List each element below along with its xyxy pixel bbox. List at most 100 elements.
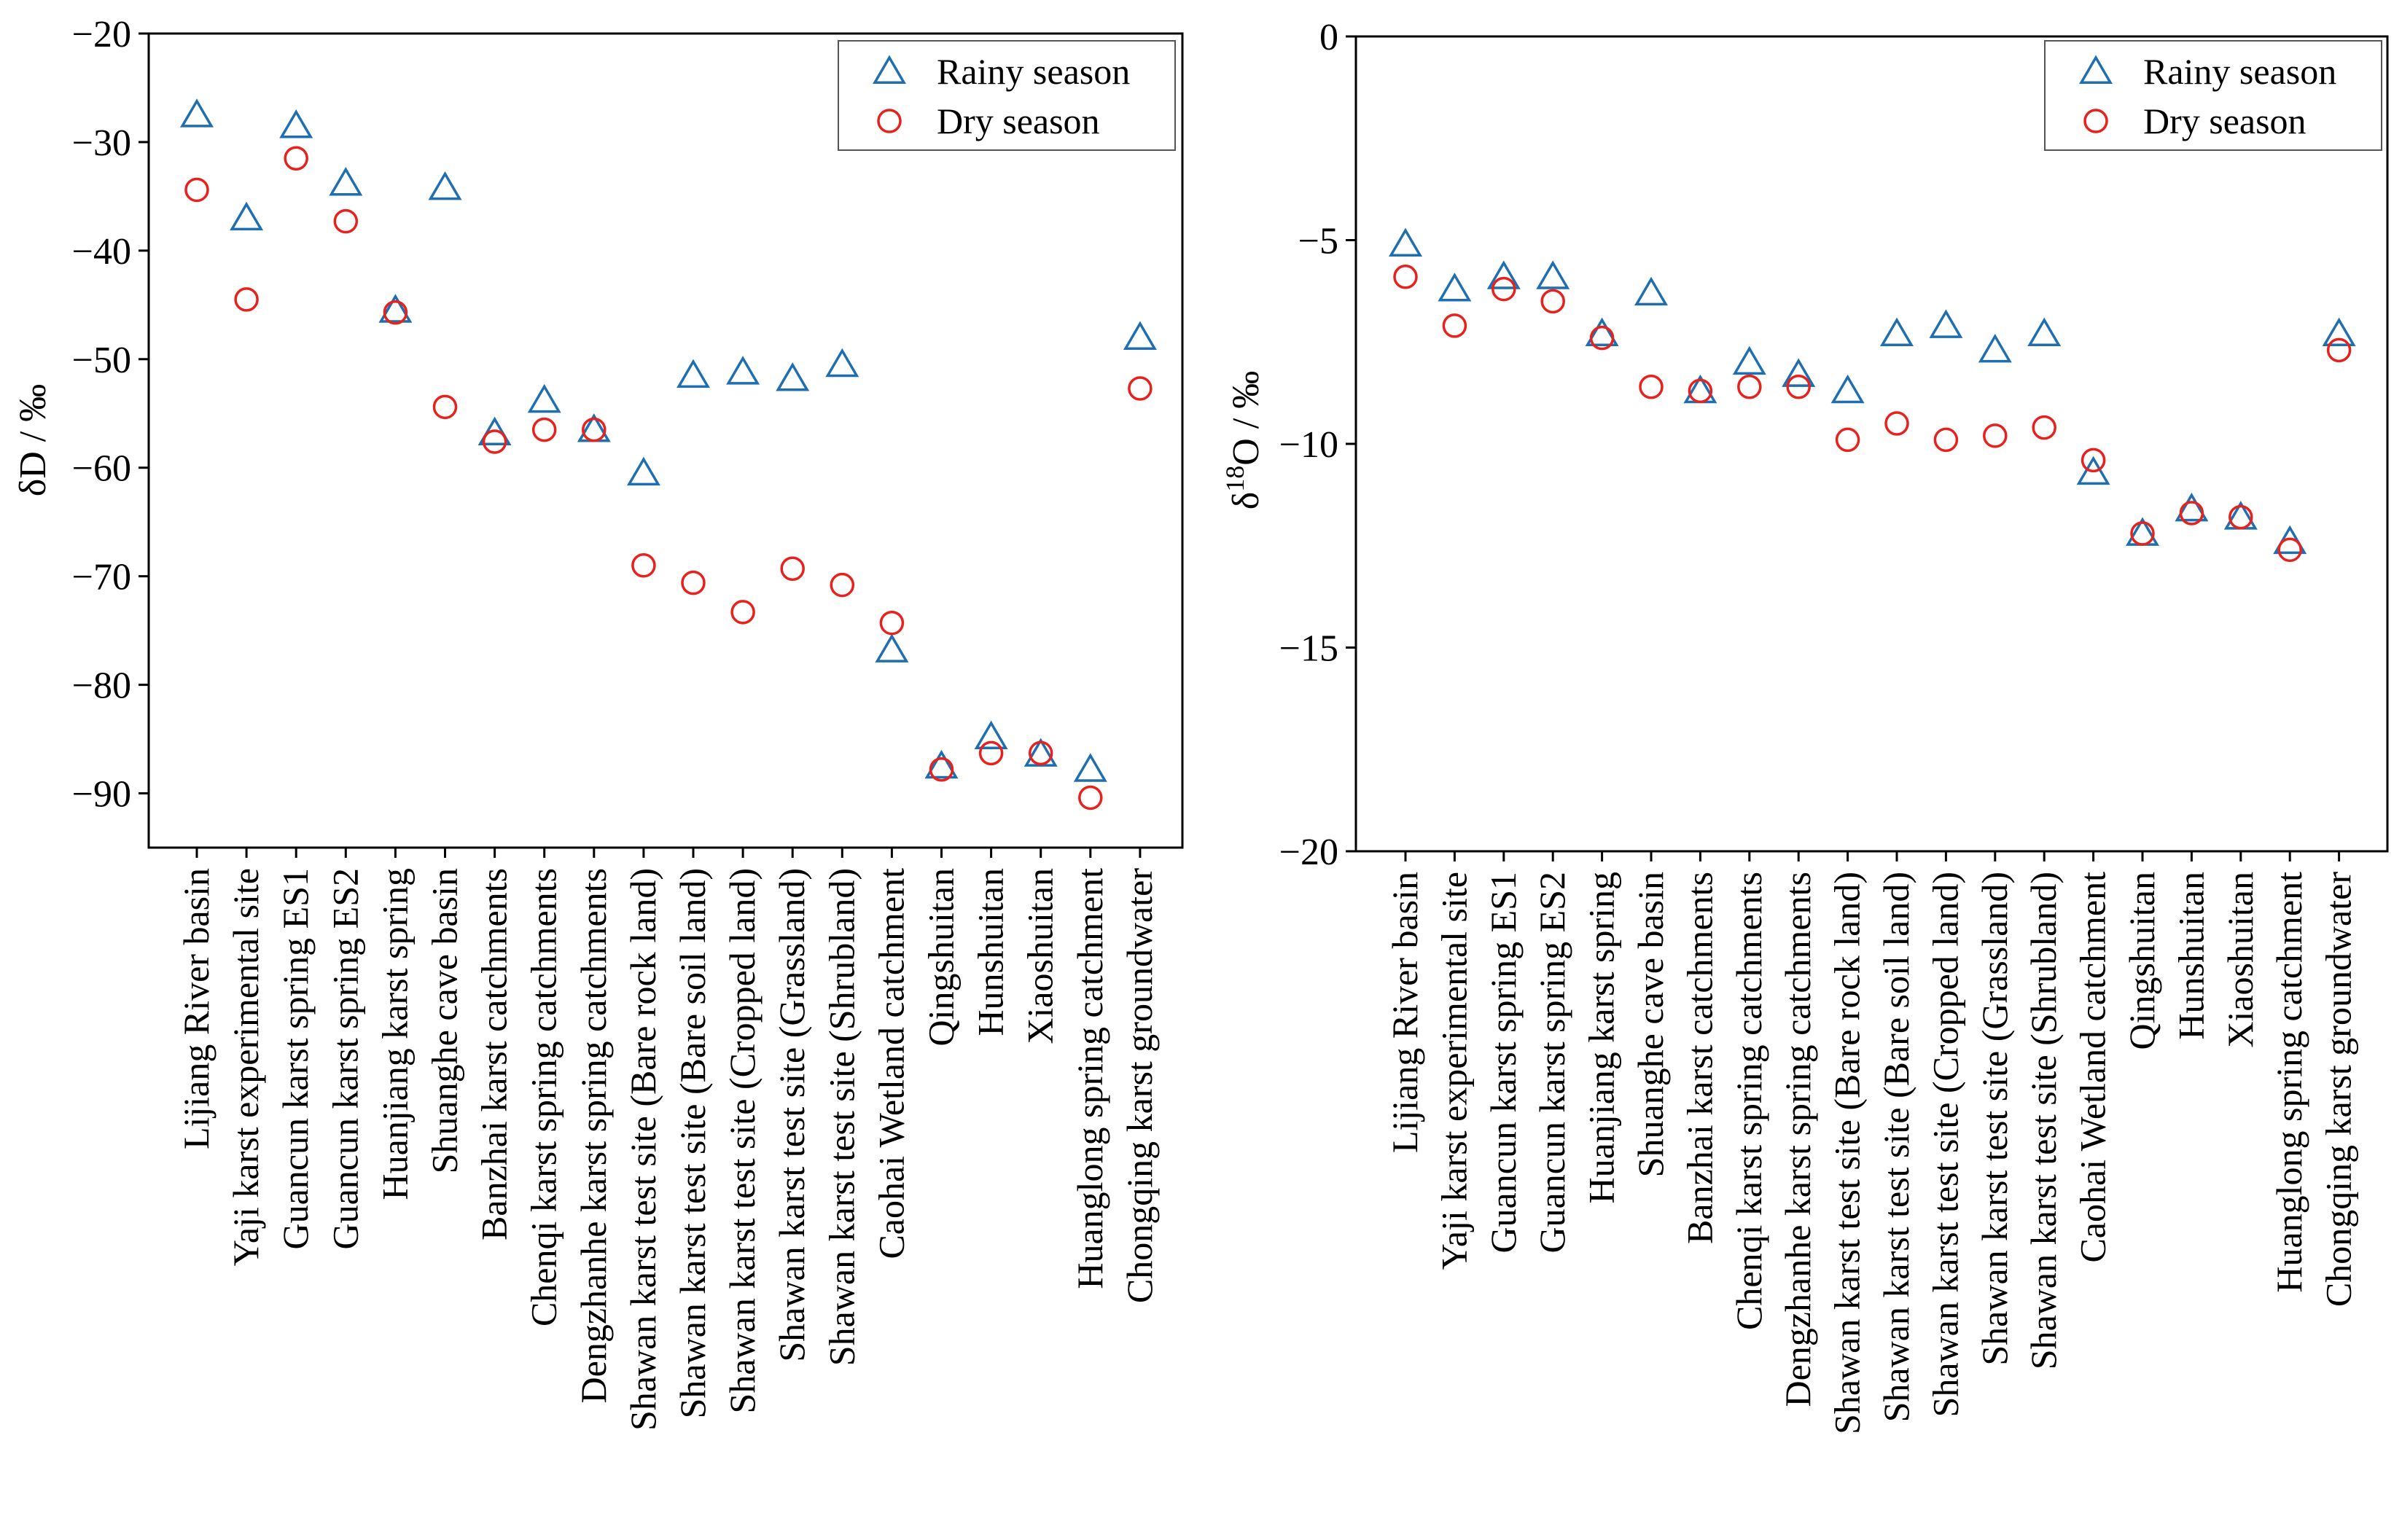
rainy-season-point xyxy=(1634,276,1668,306)
y-tick-label: −20 xyxy=(72,14,131,55)
rainy-season-point xyxy=(1782,358,1816,387)
rainy-season-point xyxy=(1073,753,1107,782)
x-category-label: Caohai Wetland catchment xyxy=(2072,872,2113,1263)
x-category-label: Shawan karst test site (Grassland) xyxy=(1974,872,2015,1366)
plot-frame xyxy=(147,32,1184,849)
legend-triangle-icon xyxy=(873,55,906,84)
rainy-season-point xyxy=(626,456,660,486)
legend-triangle-icon xyxy=(2079,55,2113,84)
y-tick-label: −20 xyxy=(1279,832,1338,873)
x-category-label: Shuanghe cave basin xyxy=(424,868,465,1173)
x-category-label: Guancun karst spring ES1 xyxy=(1483,872,1524,1254)
dry-season-point xyxy=(531,417,557,442)
legend-label: Dry season xyxy=(2143,101,2307,141)
dry-season-point xyxy=(1078,785,1103,810)
dry-season-point xyxy=(730,600,755,625)
plot-frame xyxy=(1354,35,2389,853)
x-category-label: Dengzhanhe karst spring catchments xyxy=(1777,872,1818,1407)
rainy-season-point xyxy=(1978,333,2012,363)
x-category-label: Chongqing karst groundwater xyxy=(2318,872,2359,1307)
rainy-season-point xyxy=(776,362,810,391)
dry-season-point xyxy=(1028,740,1053,766)
y-tick-label: −10 xyxy=(1279,424,1338,466)
rainy-season-point xyxy=(428,171,462,200)
dry-season-point xyxy=(383,300,408,325)
dry-season-point xyxy=(830,572,855,598)
rainy-season-point xyxy=(875,633,909,662)
x-category-label: Xiaoshuitan xyxy=(1020,868,1061,1044)
x-category-label: Lijiang River basin xyxy=(1384,872,1425,1153)
dry-season-point xyxy=(1589,325,1615,351)
y-tick-label: −30 xyxy=(72,122,131,164)
dry-season-point xyxy=(1442,313,1467,338)
rainy-season-point xyxy=(180,98,214,128)
rainy-season-point xyxy=(1389,227,1422,257)
rainy-season-point xyxy=(1123,321,1157,350)
dry-season-point xyxy=(1393,265,1418,289)
x-category-label: Chenqi karst spring catchments xyxy=(1728,872,1769,1330)
x-category-label: Caohai Wetland catchment xyxy=(870,868,911,1259)
x-category-label: Dengzhanhe karst spring catchments xyxy=(573,868,614,1403)
dry-season-point xyxy=(780,556,805,581)
x-category-label: Lijiang River basin xyxy=(176,868,217,1149)
x-category-label: Hunshuitan xyxy=(970,868,1011,1036)
x-category-label: Huanjiang karst spring xyxy=(374,868,415,1200)
rainy-season-point xyxy=(1830,374,1865,404)
dry-season-point xyxy=(978,740,1004,766)
dry-season-point xyxy=(284,146,308,171)
x-category-label: Huanjiang karst spring xyxy=(1581,872,1622,1203)
y-axis-title-superscript: 18 xyxy=(1220,466,1249,492)
rainy-season-point xyxy=(676,359,710,388)
x-category-label: Chenqi karst spring catchments xyxy=(523,868,564,1326)
dry-season-point xyxy=(1933,427,1959,453)
rainy-season-point xyxy=(477,416,512,446)
legend: Rainy season Dry season xyxy=(838,40,1176,151)
dry-season-point xyxy=(2326,337,2352,363)
rainy-season-point xyxy=(1536,260,1570,289)
dry-season-point xyxy=(2277,537,2302,563)
dry-season-point xyxy=(631,553,656,578)
x-category-label: Shawan karst test site (Cropped land) xyxy=(722,868,763,1413)
x-category-label: Shawan karst test site (Bare soil land) xyxy=(672,868,713,1418)
dry-season-point xyxy=(482,429,507,454)
x-category-label: Huanglong spring catchment xyxy=(2269,872,2309,1293)
x-category-label: Yaji karst experimental site xyxy=(1433,872,1474,1270)
dry-season-point xyxy=(1884,411,1909,436)
dry-season-point xyxy=(879,610,905,636)
legend-label: Rainy season xyxy=(2143,51,2336,92)
x-category-label: Shawan karst test site (Grassland) xyxy=(771,868,812,1362)
dry-season-point xyxy=(681,570,706,595)
x-category-label: Shuanghe cave basin xyxy=(1630,872,1671,1177)
y-tick-label: −60 xyxy=(72,448,131,490)
x-category-label: Qingshuitan xyxy=(2121,872,2162,1050)
rainy-season-point xyxy=(726,356,760,385)
x-category-label: Xiaoshuitan xyxy=(2220,872,2261,1048)
dry-season-point xyxy=(2081,447,2106,473)
rainy-season-point xyxy=(1486,260,1521,289)
x-category-label: Shawan karst test site (Shrubland) xyxy=(2023,872,2064,1369)
x-category-label: Chongqing karst groundwater xyxy=(1119,868,1160,1303)
y-axis-title: δ18O / ‰ xyxy=(1220,371,1267,510)
x-category-label: Shawan karst test site (Shrubland) xyxy=(821,868,862,1366)
rainy-season-point xyxy=(1585,317,1619,347)
dry-season-point xyxy=(1786,374,1811,399)
x-category-label: Guancun karst spring ES2 xyxy=(324,868,365,1250)
panel-left-deuterium-chart: −20 −30 −40 −50 −60 −70 −80 −90 δD / ‰ Lijiang Ri… xyxy=(12,14,1184,1431)
dry-season-point xyxy=(929,757,954,782)
rainy-season-point xyxy=(825,348,859,378)
y-axis-title: δD / ‰ xyxy=(12,384,54,497)
rainy-season-point xyxy=(1929,309,1963,338)
y-tick-label: −40 xyxy=(72,231,131,273)
legend-label: Rainy season xyxy=(937,51,1130,92)
dry-season-point xyxy=(1128,376,1153,401)
rainy-season-point xyxy=(2076,456,2110,485)
dry-season-point xyxy=(1540,289,1565,314)
y-axis-title-base: δ xyxy=(1225,492,1267,510)
rainy-season-point xyxy=(1438,273,1472,302)
dry-season-point xyxy=(2032,415,2056,440)
legend-circle-icon xyxy=(2083,109,2108,133)
rainy-season-point xyxy=(2027,317,2062,347)
dry-season-point xyxy=(1639,374,1664,399)
rainy-season-point xyxy=(279,109,313,138)
